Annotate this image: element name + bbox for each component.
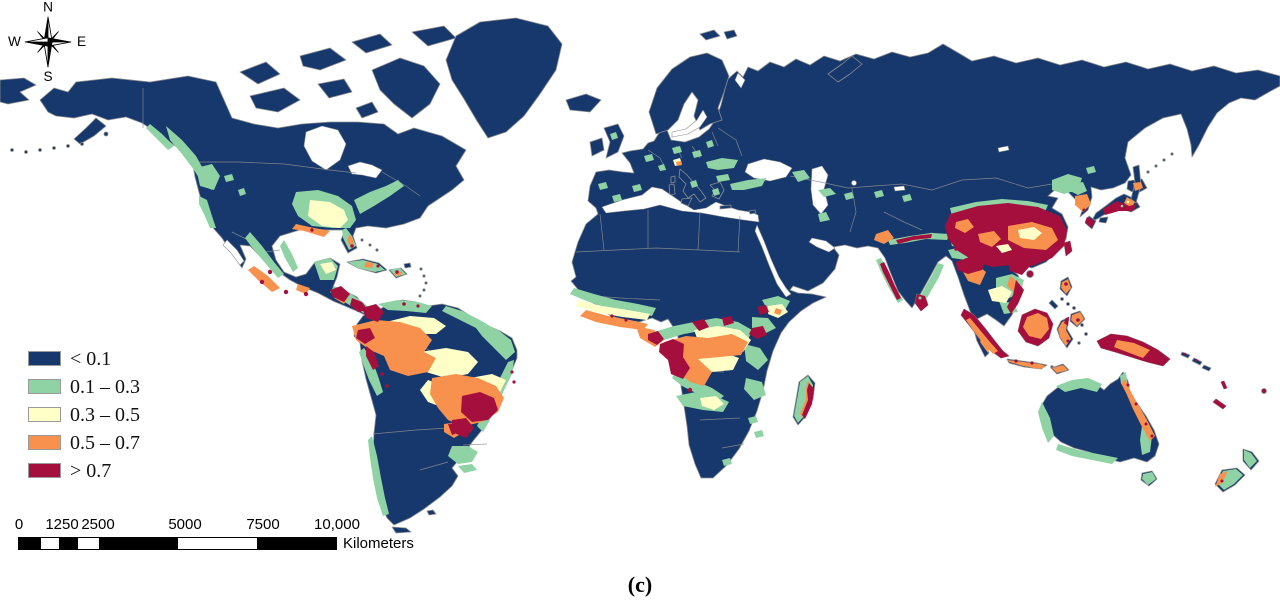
legend-label: < 0.1 xyxy=(70,347,112,370)
legend-label: 0.1 – 0.3 xyxy=(70,375,140,398)
legend-item: > 0.7 xyxy=(28,459,140,482)
legend-swatch xyxy=(28,379,61,394)
compass-star-icon xyxy=(24,16,72,68)
legend-item: 0.3 – 0.5 xyxy=(28,403,140,426)
legend-swatch xyxy=(28,463,61,478)
legend-swatch xyxy=(28,435,61,450)
compass-rose: N S W E xyxy=(8,0,86,84)
legend: < 0.1 0.1 – 0.3 0.3 – 0.5 0.5 – 0.7 > 0.… xyxy=(28,347,140,491)
legend-swatch xyxy=(28,407,61,422)
legend-label: > 0.7 xyxy=(70,459,112,482)
compass-west-label: W xyxy=(8,34,21,49)
compass-north-label: N xyxy=(43,0,53,15)
legend-label: 0.3 – 0.5 xyxy=(70,403,140,426)
overlay-top xyxy=(918,200,1150,358)
legend-item: < 0.1 xyxy=(28,347,140,370)
figure-caption: (c) xyxy=(627,572,653,597)
sea-overlays xyxy=(222,72,1010,361)
legend-item: 0.5 – 0.7 xyxy=(28,431,140,454)
compass-south-label: S xyxy=(43,69,52,84)
legend-label: 0.5 – 0.7 xyxy=(70,431,140,454)
legend-swatch xyxy=(28,351,61,366)
legend-item: 0.1 – 0.3 xyxy=(28,375,140,398)
compass-east-label: E xyxy=(77,34,86,49)
